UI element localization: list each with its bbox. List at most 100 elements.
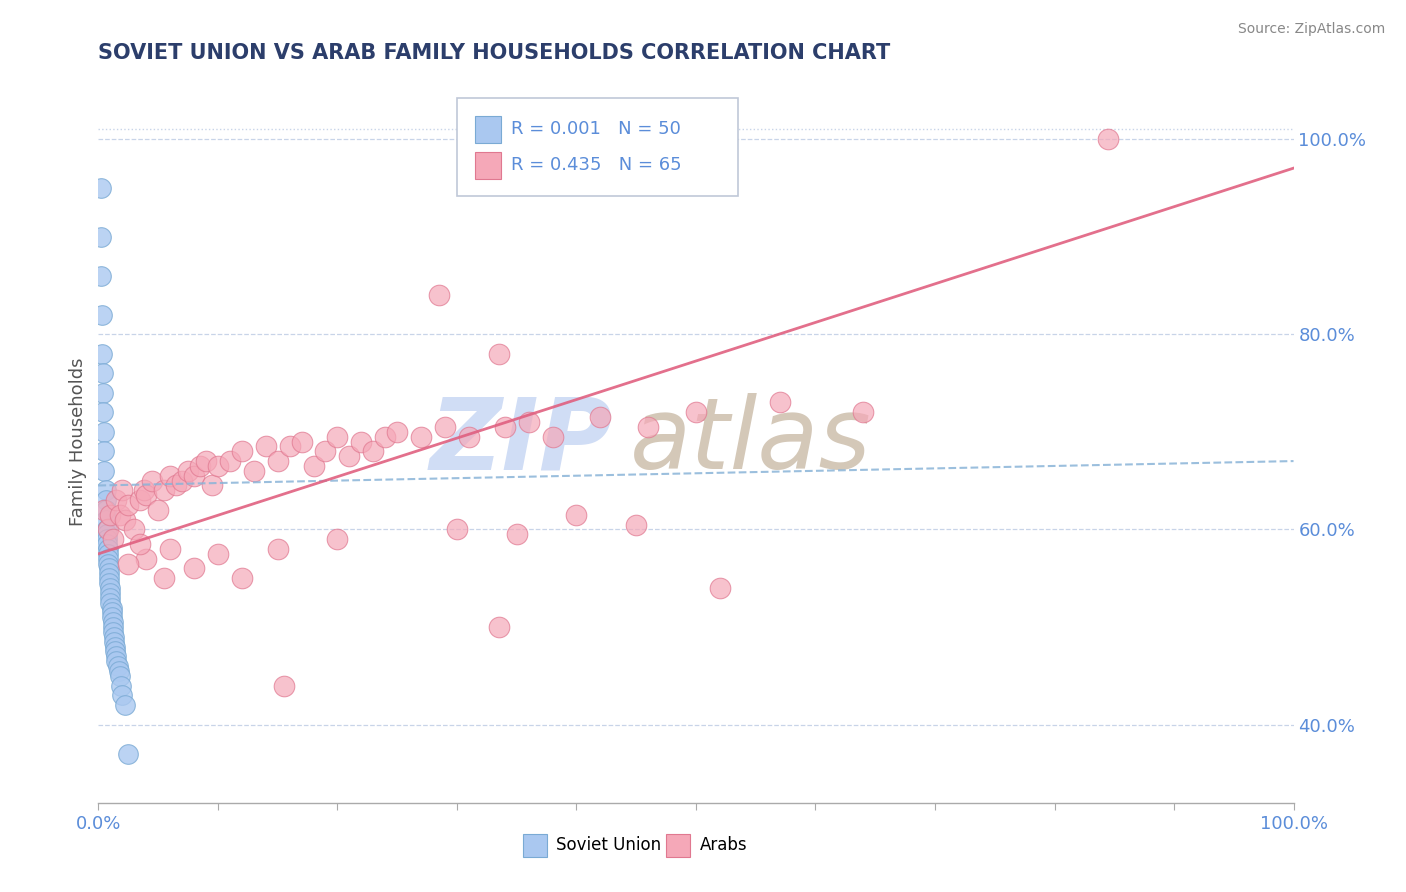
Point (98, 576, 121, 591)
Point (183, 468, 205, 483)
Point (98, 591, 122, 605)
Point (90, 180, 112, 194)
Point (589, 410, 612, 425)
Point (129, 537, 152, 551)
Point (114, 698, 136, 713)
Point (565, 508, 588, 522)
Point (427, 288, 450, 302)
Point (103, 630, 125, 644)
Point (517, 415, 540, 429)
Bar (475, 152, 501, 179)
Point (172, 474, 194, 488)
Point (637, 420, 659, 434)
Point (105, 493, 128, 508)
Point (148, 503, 170, 517)
Point (159, 468, 181, 483)
Point (709, 581, 731, 595)
Point (267, 541, 290, 556)
Text: atlas: atlas (630, 393, 872, 490)
Point (107, 664, 129, 678)
Point (93, 425, 115, 439)
Point (506, 527, 529, 541)
Point (93, 503, 115, 517)
Point (104, 640, 127, 654)
Point (97, 551, 120, 566)
Point (613, 132, 636, 146)
Point (93, 464, 115, 478)
Bar (523, 834, 547, 857)
Point (326, 532, 349, 546)
Y-axis label: Family Households: Family Households (69, 358, 87, 525)
Point (101, 615, 124, 630)
Point (219, 454, 242, 468)
Point (103, 634, 125, 648)
Point (339, 449, 361, 463)
Point (105, 654, 128, 668)
Point (91, 346, 114, 360)
Point (96, 532, 118, 546)
Text: R = 0.001   N = 50: R = 0.001 N = 50 (510, 120, 681, 137)
Point (201, 478, 224, 492)
Point (195, 454, 218, 468)
Point (434, 420, 457, 434)
Point (446, 523, 468, 537)
Point (124, 523, 146, 537)
Point (302, 458, 325, 473)
Point (183, 561, 205, 575)
Point (94, 493, 117, 508)
Point (188, 458, 211, 473)
Point (100, 600, 122, 615)
Point (117, 557, 139, 571)
Point (135, 488, 157, 502)
Point (97, 557, 120, 571)
Point (231, 444, 253, 458)
Point (315, 444, 337, 458)
Point (111, 689, 134, 703)
Text: Source: ZipAtlas.com: Source: ZipAtlas.com (1237, 22, 1385, 37)
Point (177, 464, 200, 478)
Point (108, 669, 131, 683)
Point (91, 405, 114, 419)
Point (104, 644, 127, 658)
Point (278, 439, 301, 453)
Point (98, 571, 121, 585)
Point (100, 610, 122, 624)
Text: R = 0.435   N = 65: R = 0.435 N = 65 (510, 156, 682, 174)
Point (108, 508, 131, 522)
Point (96, 537, 118, 551)
Point (243, 464, 266, 478)
Point (97, 547, 120, 561)
Point (98, 508, 122, 522)
Point (96, 527, 118, 541)
Point (110, 679, 132, 693)
FancyBboxPatch shape (457, 98, 738, 196)
Point (488, 346, 510, 360)
Point (267, 454, 290, 468)
Point (101, 532, 124, 546)
Point (90, 229, 112, 244)
Point (91, 385, 114, 400)
Point (207, 458, 229, 473)
Point (1097, 132, 1119, 146)
Point (132, 483, 155, 498)
Point (114, 513, 136, 527)
Point (159, 541, 181, 556)
Point (153, 483, 176, 498)
Point (273, 679, 295, 693)
Point (91, 308, 114, 322)
Point (385, 425, 409, 439)
Point (93, 444, 115, 458)
Point (94, 503, 117, 517)
Point (98, 596, 122, 610)
Text: Soviet Union: Soviet Union (557, 837, 661, 855)
Point (411, 430, 433, 444)
Point (91, 366, 114, 380)
Point (98, 581, 122, 595)
Point (90, 268, 112, 283)
Point (117, 498, 139, 512)
Point (363, 444, 385, 458)
Point (117, 747, 139, 761)
Point (494, 420, 516, 434)
Point (291, 434, 314, 449)
Text: ZIP: ZIP (429, 393, 613, 490)
